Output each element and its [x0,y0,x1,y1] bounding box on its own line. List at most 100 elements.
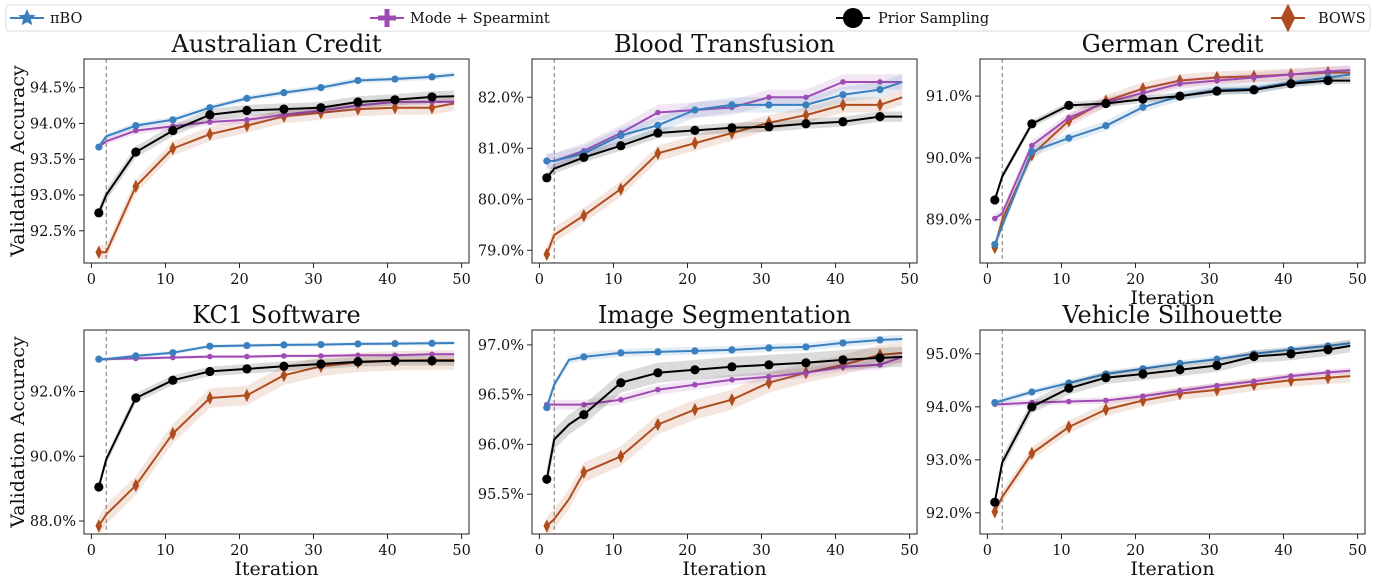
y-tick-label: 82.0% [478,90,524,106]
data-point-prior [131,393,141,403]
chart-panel-australian-credit: Australian Credit 0 10 20 30 40 50 92.5% 93.0% 93… [7,30,471,288]
data-point-prior [764,122,774,132]
data-point-pibo [1213,355,1221,363]
y-tick-label: 88.0% [30,514,76,530]
x-tick-label: 20 [678,543,696,559]
data-point-prior [1027,119,1037,129]
data-point-mode [1325,369,1331,376]
band-bows [98,96,455,260]
data-point-bows [95,245,103,259]
y-tick-label: 94.0% [926,400,972,416]
axes-frame [531,329,918,535]
data-point-bows [654,146,662,161]
data-point-prior [616,378,626,388]
data-point-prior [727,362,737,372]
band-pibo [546,335,903,412]
data-point-bows [1139,81,1147,96]
data-point-pibo [206,104,214,112]
data-point-mode [1177,80,1183,87]
data-point-prior [1027,402,1037,412]
x-tick-label: 30 [304,272,322,288]
data-point-pibo [617,349,625,357]
data-point-pibo [317,84,325,92]
data-point-mode [1029,142,1035,149]
y-tick-label: 79.0% [478,243,524,259]
y-tick-label: 81.0% [478,141,524,157]
data-point-prior [579,152,589,163]
data-point-prior [875,112,885,122]
band-mode [98,98,455,151]
y-tick-label: 93.0% [30,188,76,204]
data-point-mode [840,364,846,370]
data-point-prior [242,364,252,374]
x-tick-label: 20 [230,272,248,288]
data-point-prior [542,173,552,183]
series-pibo [95,339,455,363]
data-point-mode [1140,90,1146,96]
data-point-prior [427,92,437,102]
data-point-pibo [391,75,399,83]
y-tick-label: 93.0% [926,453,972,469]
band-bows [546,342,903,534]
line-mode [98,100,455,148]
data-point-pibo [243,94,251,102]
data-point-mode [244,353,250,360]
plot-area [990,65,1351,255]
legend: πBO Mode + Spearmint Prior Sampling BOWS [5,3,1371,33]
data-point-bows [1287,373,1295,388]
band-bows [546,89,903,262]
x-tick-label: 40 [378,543,396,559]
data-point-prior [205,366,215,377]
data-point-prior [279,104,289,114]
y-tick-label: 95.0% [926,347,972,363]
data-point-pibo [243,341,251,350]
data-point-prior [727,123,737,133]
data-point-pibo [206,342,214,350]
plot-area [542,74,903,262]
data-point-mode [1066,398,1072,405]
line-bows [993,375,1351,513]
data-point-mode [618,396,624,403]
data-point-prior [1101,373,1111,383]
legend-marker-mode-icon [378,9,396,27]
data-point-prior [316,103,326,113]
band-bows [98,350,455,534]
data-point-bows [1139,393,1147,408]
data-point-pibo [654,348,662,356]
data-point-mode [1214,382,1220,389]
data-point-bows [543,519,551,533]
data-point-pibo [876,336,884,344]
line-prior [97,359,455,488]
y-tick-label: 91.0% [926,89,972,105]
data-point-bows [839,98,847,112]
data-point-mode [877,362,883,368]
data-point-mode [207,353,213,360]
band-prior [98,90,455,219]
x-tick-label: 10 [604,543,622,559]
data-point-pibo [1028,148,1036,156]
data-point-mode [655,109,661,116]
x-tick-label: 0 [983,272,992,288]
legend-label-pibo: πBO [50,11,82,27]
data-point-mode [355,352,361,359]
legend-marker-pibo-icon [18,9,36,26]
data-point-bows [580,208,588,223]
data-point-pibo [1028,388,1036,396]
x-tick-label: 30 [1200,272,1218,288]
axes-frame [979,58,1366,264]
line-bows [98,102,455,254]
data-point-mode [318,353,324,359]
x-tick-label: 30 [752,543,770,559]
x-tick-label: 0 [983,543,992,559]
data-point-prior [316,359,326,369]
data-point-mode [429,351,435,358]
legend-label-prior: Prior Sampling [878,11,989,27]
band-prior [546,346,903,490]
data-point-bows [728,126,736,140]
data-point-pibo [169,349,177,357]
data-point-bows [991,505,999,519]
band-prior [546,111,903,183]
data-point-pibo [728,346,736,354]
plot-area [542,335,903,534]
data-point-bows [169,141,177,156]
